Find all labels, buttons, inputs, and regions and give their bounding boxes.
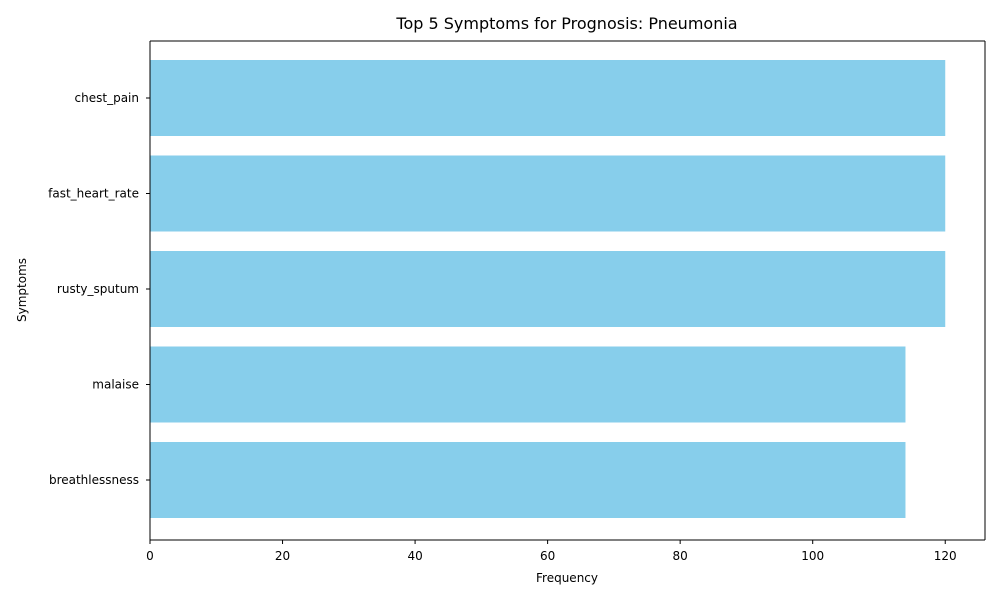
bar-chest-pain [150, 60, 946, 136]
x-tick-label: 120 [934, 549, 957, 563]
y-tick-label: chest_pain [75, 91, 139, 105]
bar-breathlessness [150, 442, 906, 518]
x-tick-label: 60 [540, 549, 555, 563]
x-tick-label: 20 [275, 549, 290, 563]
x-ticks-group: 0 20 40 60 80 100 120 [146, 540, 957, 563]
bar-fast-heart-rate [150, 155, 946, 232]
y-tick-label: breathlessness [49, 473, 139, 487]
bars-group [150, 60, 946, 518]
axes-frame [149, 40, 986, 541]
x-axis-label: Frequency [536, 571, 598, 585]
x-tick-label: 0 [146, 549, 154, 563]
y-ticks-group: chest_pain fast_heart_rate rusty_sputummal… [48, 91, 150, 487]
chart-title: Top 5 Symptoms for Prognosis: Pneumonia [395, 14, 737, 33]
x-tick-label: 40 [407, 549, 422, 563]
bar-malaise [150, 346, 906, 423]
x-tick-label: 80 [673, 549, 688, 563]
y-tick-label: rusty_sputum [57, 282, 139, 296]
x-tick-label: 100 [801, 549, 824, 563]
bar-rusty-sputum [150, 251, 946, 327]
y-axis-label: Symptoms [15, 258, 29, 322]
y-tick-label: malaise [92, 378, 139, 392]
y-tick-label: fast_heart_rate [48, 187, 139, 201]
